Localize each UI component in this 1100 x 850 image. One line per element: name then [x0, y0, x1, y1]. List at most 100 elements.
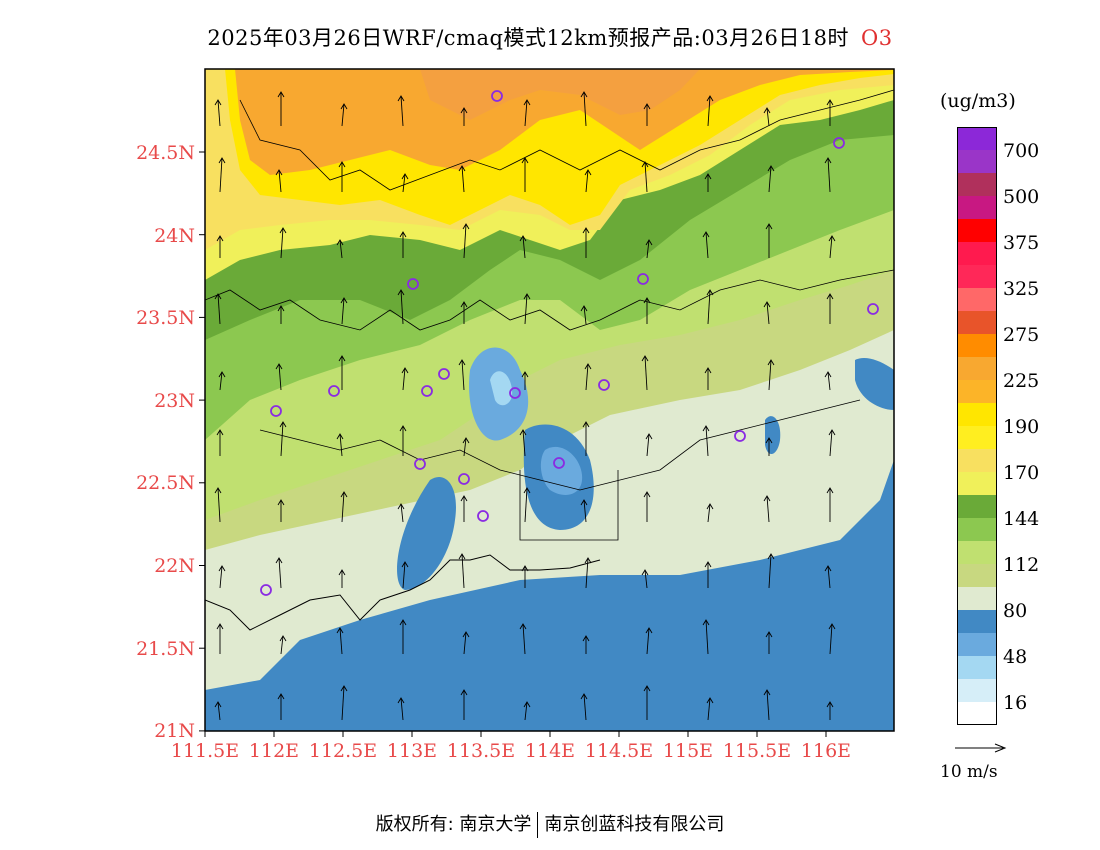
field-225: [235, 69, 894, 175]
wind-arrow: [705, 231, 709, 259]
colorbar-swatch: [957, 242, 997, 265]
wind-arrow: [707, 289, 711, 325]
wind-arrowhead: [336, 433, 344, 440]
y-tick-label: 24.5N: [136, 142, 195, 164]
wind-arrowhead: [458, 553, 466, 560]
colorbar: [957, 127, 997, 725]
colorbar-swatch: [957, 656, 997, 679]
wind-arrow: [522, 623, 526, 655]
colorbar-label: 500: [1003, 186, 1040, 208]
station-marker: [833, 137, 845, 149]
colorbar-unit: (ug/m3): [940, 90, 1016, 112]
colorbar-swatch: [957, 357, 997, 380]
y-tick-label: 23.5N: [136, 307, 195, 329]
x-tick-label: 115.5E: [722, 740, 792, 762]
wind-arrowhead: [460, 107, 468, 114]
wind-arrowhead: [767, 553, 775, 560]
wind-arrowhead: [765, 437, 773, 444]
wind-arrowhead: [702, 619, 710, 626]
colorbar-label: 16: [1003, 692, 1028, 714]
x-tick-label: 111.5E: [170, 740, 240, 762]
wind-arrowhead: [580, 305, 588, 312]
colorbar-label: 190: [1003, 416, 1040, 438]
wind-arrowhead: [216, 429, 224, 436]
wind-arrowhead: [523, 701, 531, 708]
wind-arrow: [400, 503, 404, 523]
wind-arrowhead: [277, 305, 285, 312]
wind-arrowhead: [767, 165, 775, 172]
wind-arrow: [461, 553, 465, 589]
colorbar-swatch: [957, 541, 997, 564]
wind-arrowhead: [826, 701, 834, 708]
wind-arrowhead: [523, 487, 531, 494]
wind-arrowhead: [645, 239, 653, 246]
y-tick-label: 22N: [154, 555, 195, 577]
colorbar-swatch: [957, 564, 997, 587]
wind-arrowhead: [702, 425, 710, 432]
colorbar-swatch: [957, 150, 997, 173]
wind-arrowhead: [763, 495, 771, 502]
county-border-2: [259, 399, 861, 491]
colorbar-label: 144: [1003, 508, 1040, 530]
wind-arrowhead: [702, 231, 710, 238]
wind-arrowhead: [706, 503, 714, 510]
credit-separator: [537, 812, 539, 838]
wind-arrowhead: [519, 429, 527, 436]
wind-arrow: [829, 429, 833, 457]
wind-arrow: [646, 433, 650, 457]
wind-legend-arrowhead: [994, 743, 1007, 753]
colorbar-swatch: [957, 518, 997, 541]
colorbar-label: 80: [1003, 600, 1028, 622]
colorbar-swatch: [957, 426, 997, 449]
wind-arrowhead: [523, 99, 531, 106]
wind-arrowhead: [767, 359, 775, 366]
wind-arrow: [280, 635, 284, 655]
wind-arrow: [280, 421, 284, 457]
x-tick-label: 113.5E: [446, 740, 516, 762]
wind-arrow: [585, 557, 589, 589]
wind-arrow: [768, 553, 772, 589]
wind-arrow: [707, 95, 711, 127]
wind-arrow: [463, 437, 467, 457]
colorbar-swatch: [957, 610, 997, 633]
wind-arrow: [768, 165, 772, 193]
wind-arrowhead: [826, 293, 834, 300]
wind-arrowhead: [704, 173, 712, 180]
wind-arrowhead: [397, 697, 405, 704]
wind-arrow: [402, 367, 406, 391]
colorbar-label: 225: [1003, 370, 1040, 392]
x-tick-label: 114.5E: [584, 740, 654, 762]
y-tick-label: 22.5N: [136, 472, 195, 494]
wind-arrowhead: [338, 355, 346, 362]
wind-arrowhead: [336, 627, 344, 634]
wind-arrowhead: [641, 355, 649, 362]
colorbar-swatch: [957, 587, 997, 610]
wind-arrowhead: [824, 371, 832, 378]
wind-arrowhead: [706, 95, 714, 102]
wind-arrowhead: [765, 223, 773, 230]
station-marker: [477, 510, 489, 522]
y-tick-label: 21N: [154, 720, 195, 742]
wind-arrowhead: [340, 491, 348, 498]
wind-arrowhead: [340, 685, 348, 692]
wind-arrowhead: [399, 619, 407, 626]
wind-arrow: [766, 107, 770, 127]
field-48f: [855, 358, 894, 410]
wind-arrowhead: [706, 289, 714, 296]
wind-arrow: [278, 557, 282, 589]
wind-arrow: [585, 169, 589, 193]
wind-arrowhead: [277, 693, 285, 700]
station-marker: [270, 405, 282, 417]
county-border-1: [239, 89, 894, 191]
monitoring-stations: [260, 90, 879, 596]
colorbar-swatch: [957, 311, 997, 334]
wind-arrowhead: [765, 631, 773, 638]
wind-arrowhead: [641, 161, 649, 168]
wind-arrowhead: [338, 569, 346, 576]
wind-arrowhead: [460, 301, 468, 308]
colorbar-label: 325: [1003, 278, 1040, 300]
wind-arrow: [766, 689, 770, 721]
station-marker: [509, 387, 521, 399]
wind-arrowhead: [277, 91, 285, 98]
